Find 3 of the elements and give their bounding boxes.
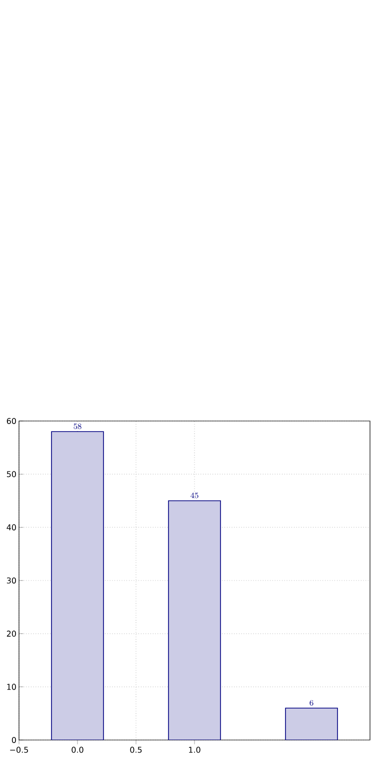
bar (51, 431, 104, 740)
bar (168, 500, 221, 740)
bar (285, 708, 338, 740)
